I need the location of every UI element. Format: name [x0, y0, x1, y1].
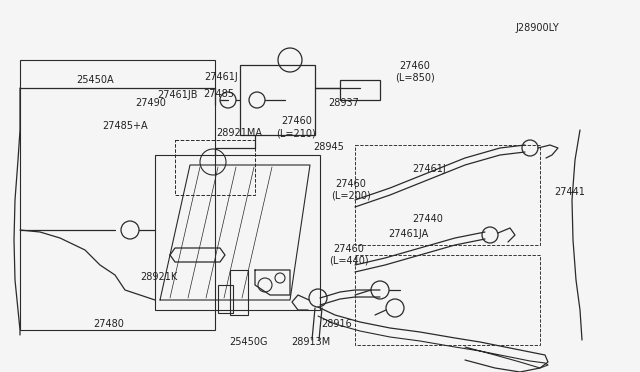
- Bar: [240, 65, 315, 135]
- Bar: [355, 145, 540, 245]
- Text: 25450G: 25450G: [229, 337, 268, 347]
- Text: 27441: 27441: [554, 187, 585, 196]
- Text: 27461J: 27461J: [205, 73, 238, 82]
- Text: 27461J: 27461J: [412, 164, 445, 174]
- Text: 27490: 27490: [136, 99, 166, 108]
- Bar: [175, 140, 255, 195]
- Text: 25450A: 25450A: [76, 76, 113, 85]
- Text: 27440: 27440: [412, 215, 443, 224]
- Text: 27461JB: 27461JB: [157, 90, 198, 100]
- Text: 28916: 28916: [321, 319, 352, 328]
- Bar: [218, 285, 233, 313]
- Bar: [340, 80, 380, 100]
- Text: 28921K: 28921K: [140, 272, 177, 282]
- Text: 27460
(L=850): 27460 (L=850): [395, 61, 435, 82]
- Text: 27485: 27485: [204, 89, 234, 99]
- Text: 28937: 28937: [328, 99, 359, 108]
- Text: 27480: 27480: [93, 319, 124, 328]
- Text: 27460
(L=440): 27460 (L=440): [329, 244, 369, 266]
- Text: 28913M: 28913M: [291, 337, 331, 347]
- Text: 28945: 28945: [314, 142, 344, 152]
- Text: 27485+A: 27485+A: [102, 121, 148, 131]
- Bar: [20, 60, 215, 330]
- Text: J28900LY: J28900LY: [516, 23, 559, 33]
- Bar: [230, 270, 248, 315]
- Text: 27460
(L=210): 27460 (L=210): [276, 116, 316, 138]
- Text: 27460
(L=200): 27460 (L=200): [331, 179, 371, 201]
- Bar: [155, 155, 320, 310]
- Bar: [355, 255, 540, 345]
- Text: 27461JA: 27461JA: [388, 230, 428, 239]
- Text: 28921MA: 28921MA: [216, 128, 262, 138]
